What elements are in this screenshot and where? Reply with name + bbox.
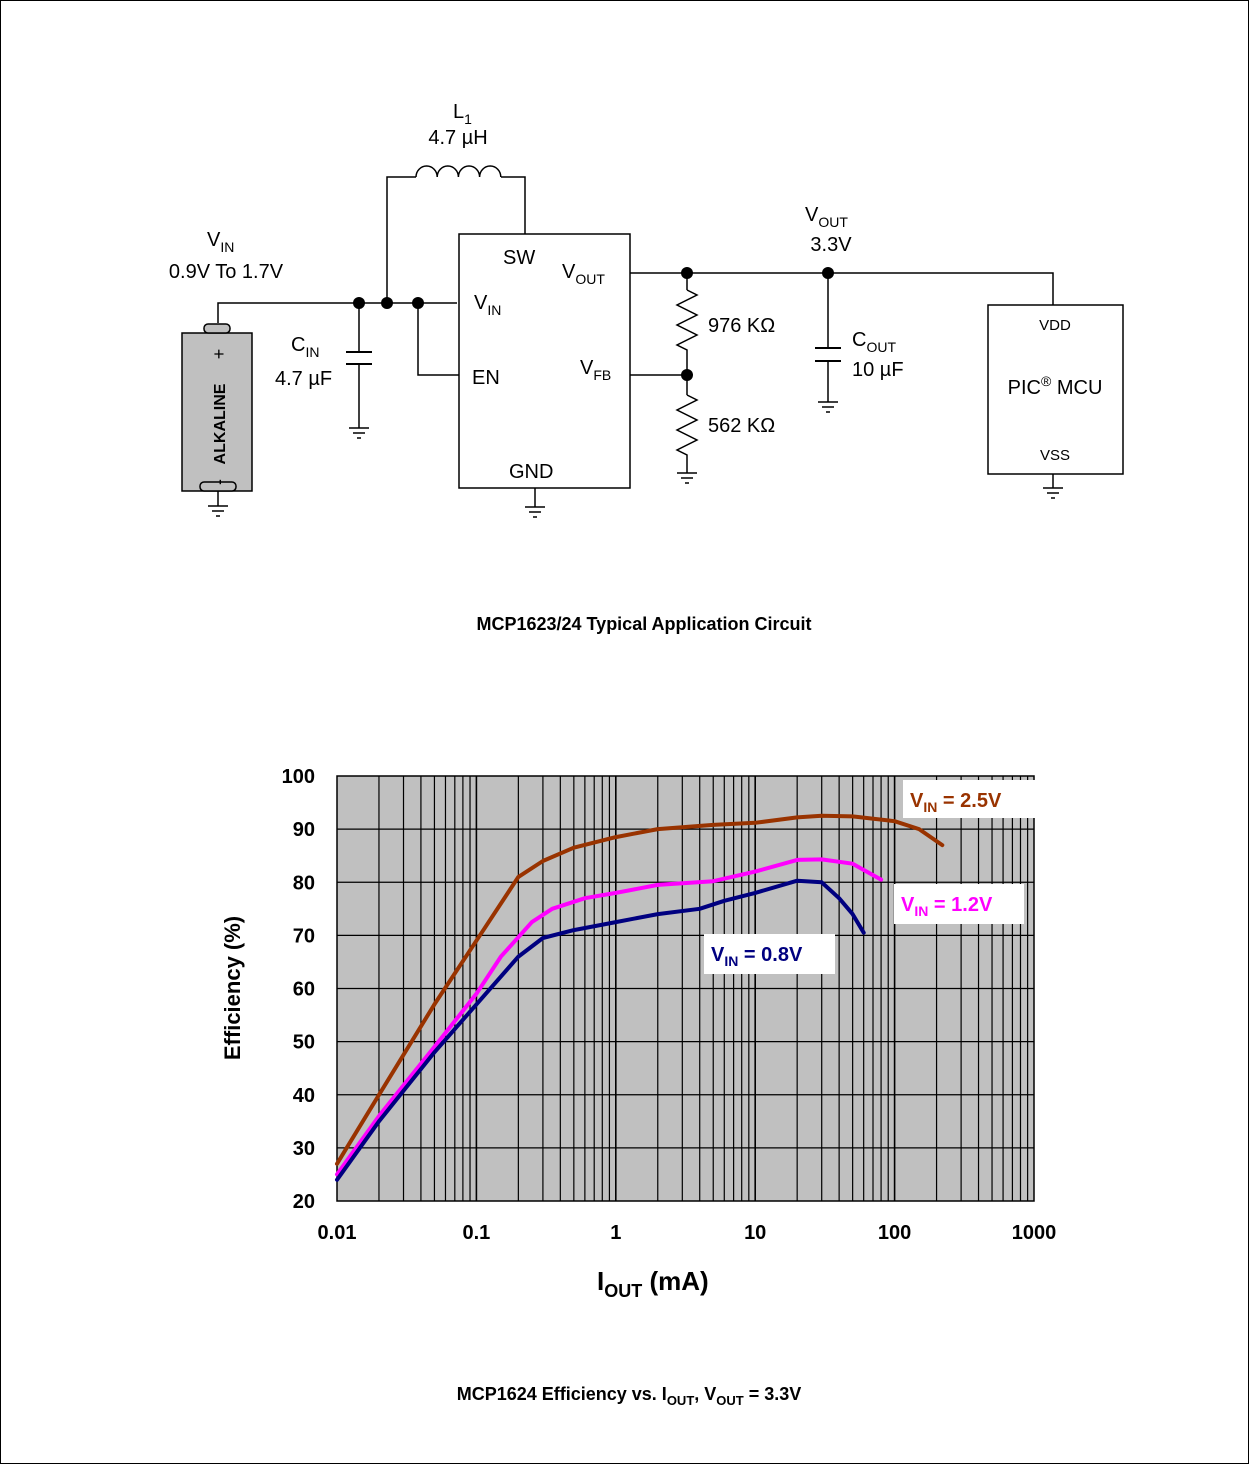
y-tick-label: 50 [293, 1032, 315, 1054]
inductor-coil [415, 165, 502, 178]
mcu-box [987, 304, 1124, 475]
y-tick-label: 60 [293, 979, 315, 1001]
battery-plus: + [209, 349, 229, 360]
junction-dots [353, 267, 834, 381]
l1-value: 4.7 µH [428, 127, 487, 149]
legend-label-1-2: VIN = 1.2V [901, 894, 993, 919]
vout-value: 3.3V [810, 234, 852, 256]
y-tick-label: 40 [293, 1085, 315, 1107]
y-tick-label: 70 [293, 925, 315, 947]
y-tick-label: 20 [293, 1191, 315, 1213]
series-line-2 [335, 878, 866, 1182]
resistor-bottom [675, 394, 699, 456]
circuit-caption: MCP1623/24 Typical Application Circuit [476, 614, 811, 634]
series-line-1 [335, 857, 884, 1177]
x-tick-label: 100 [878, 1222, 911, 1244]
wires [217, 176, 1054, 507]
y-tick-label: 30 [293, 1138, 315, 1160]
x-tick-labels: 0.01 0.1 1 10 100 1000 [318, 1222, 1057, 1244]
ic-gnd-label: GND [509, 461, 553, 483]
y-tick-label: 100 [282, 766, 315, 788]
r-top-value: 976 KΩ [708, 315, 775, 337]
legend-vin-0-8: VIN = 0.8V [704, 934, 835, 974]
ic-en-label: EN [472, 367, 500, 389]
legend-vin-2-5: VIN = 2.5V [903, 780, 1037, 818]
cout-capacitor [815, 347, 841, 362]
vin-label: VIN [207, 229, 234, 255]
cin-capacitor [346, 351, 372, 365]
r-bottom-value: 562 KΩ [708, 415, 775, 437]
x-tick-label: 0.01 [318, 1222, 357, 1244]
y-tick-labels: 20 30 40 50 60 70 80 90 100 [282, 766, 315, 1213]
ic-vfb-label: VFB [580, 357, 611, 383]
mcu-vdd-label: VDD [1039, 317, 1071, 334]
efficiency-chart: 20 30 40 50 60 70 80 90 100 0.01 0.1 1 10 100 1000 VI… [220, 766, 1056, 1408]
resistor-top [675, 289, 699, 354]
cin-value: 4.7 µF [275, 368, 332, 390]
cout-label: COUT [852, 329, 896, 355]
y-tick-label: 80 [293, 872, 315, 894]
l1-label: L1 [453, 101, 472, 127]
ic-vin-label: VIN [474, 292, 501, 318]
x-tick-label: 0.1 [462, 1222, 490, 1244]
battery [181, 323, 253, 492]
x-tick-label: 1000 [1012, 1222, 1057, 1244]
legend-label-0-8: VIN = 0.8V [711, 944, 803, 969]
cout-value: 10 µF [852, 359, 904, 381]
vout-label: VOUT [805, 204, 848, 230]
ground-symbols [208, 401, 1063, 518]
ic-sw-label: SW [503, 247, 535, 269]
cin-label: CIN [291, 334, 319, 360]
y-axis-title: Efficiency (%) [220, 916, 245, 1060]
legend-vin-1-2: VIN = 1.2V [894, 884, 1024, 924]
battery-text: ALKALINE + - [209, 349, 229, 485]
y-tick-label: 90 [293, 819, 315, 841]
x-tick-label: 10 [744, 1222, 766, 1244]
chart-caption: MCP1624 Efficiency vs. IOUT, VOUT = 3.3V [457, 1384, 802, 1408]
legend-label-2-5: VIN = 2.5V [910, 790, 1002, 815]
battery-label: ALKALINE [212, 383, 229, 464]
ic-box [458, 233, 631, 489]
x-tick-label: 1 [610, 1222, 621, 1244]
series-line-0 [335, 813, 945, 1166]
mcu-vss-label: VSS [1040, 447, 1070, 464]
vin-range: 0.9V To 1.7V [169, 261, 284, 283]
ic-vout-label: VOUT [562, 261, 605, 287]
mcu-name: PIC® MCU [1008, 373, 1103, 399]
x-axis-title: IOUT (mA) [597, 1266, 709, 1301]
series-lines [335, 813, 945, 1182]
battery-minus: - [209, 479, 229, 485]
